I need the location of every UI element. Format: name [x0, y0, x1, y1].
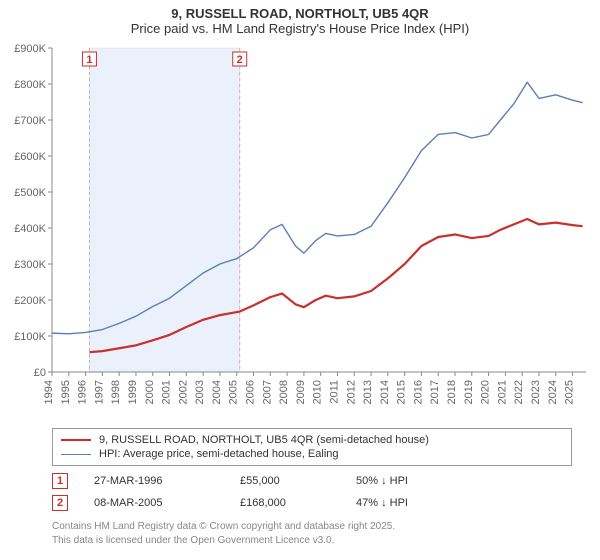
credits-line-1: Contains HM Land Registry data © Crown c… [52, 520, 592, 534]
chart-title-block: 9, RUSSELL ROAD, NORTHOLT, UB5 4QR Price… [8, 6, 592, 36]
svg-text:2002: 2002 [177, 380, 189, 404]
svg-text:2020: 2020 [480, 380, 492, 404]
title-line-2: Price paid vs. HM Land Registry's House … [8, 21, 592, 36]
svg-text:2010: 2010 [312, 380, 324, 404]
svg-text:2005: 2005 [228, 380, 240, 404]
event-table: 1 27-MAR-1996 £55,000 50% ↓ HPI 2 08-MAR… [52, 470, 592, 514]
svg-text:2012: 2012 [345, 380, 357, 404]
svg-text:1994: 1994 [43, 380, 55, 404]
event-badge: 1 [52, 473, 68, 489]
title-line-1: 9, RUSSELL ROAD, NORTHOLT, UB5 4QR [8, 6, 592, 21]
svg-text:£600K: £600K [14, 151, 46, 163]
legend: 9, RUSSELL ROAD, NORTHOLT, UB5 4QR (semi… [52, 428, 572, 466]
line-chart: 1 2 £0 £100K £200K £300K £400K £500K £600K £700K £… [8, 42, 592, 422]
svg-text:2019: 2019 [463, 380, 475, 404]
svg-text:2011: 2011 [328, 380, 340, 404]
svg-text:£800K: £800K [14, 79, 46, 91]
legend-swatch [61, 439, 91, 441]
svg-text:2016: 2016 [412, 380, 424, 404]
legend-item: 9, RUSSELL ROAD, NORTHOLT, UB5 4QR (semi… [61, 433, 563, 447]
svg-text:£200K: £200K [14, 295, 46, 307]
legend-label: HPI: Average price, semi-detached house,… [99, 448, 339, 460]
svg-text:2: 2 [237, 54, 243, 66]
svg-text:2023: 2023 [530, 380, 542, 404]
svg-text:2024: 2024 [547, 380, 559, 404]
legend-swatch [61, 454, 91, 455]
event-delta: 47% ↓ HPI [356, 497, 408, 509]
event-row: 2 08-MAR-2005 £168,000 47% ↓ HPI [52, 492, 592, 514]
svg-text:2021: 2021 [496, 380, 508, 404]
svg-text:1995: 1995 [60, 380, 72, 404]
svg-text:2003: 2003 [194, 380, 206, 404]
svg-text:2017: 2017 [429, 380, 441, 404]
svg-text:2007: 2007 [261, 380, 273, 404]
event-badge: 2 [52, 495, 68, 511]
svg-text:2022: 2022 [513, 380, 525, 404]
svg-text:2008: 2008 [278, 380, 290, 404]
credits: Contains HM Land Registry data © Crown c… [52, 520, 592, 547]
svg-text:1998: 1998 [110, 380, 122, 404]
svg-text:£900K: £900K [14, 43, 46, 55]
svg-text:2000: 2000 [144, 380, 156, 404]
event-price: £168,000 [240, 497, 330, 509]
svg-text:£0: £0 [34, 367, 46, 379]
event-price: £55,000 [240, 475, 330, 487]
chart-container: 1 2 £0 £100K £200K £300K £400K £500K £600K £700K £… [8, 42, 592, 422]
svg-text:1999: 1999 [127, 380, 139, 404]
svg-text:£700K: £700K [14, 115, 46, 127]
svg-text:1996: 1996 [77, 380, 89, 404]
svg-text:£400K: £400K [14, 223, 46, 235]
svg-text:£500K: £500K [14, 187, 46, 199]
svg-text:2006: 2006 [245, 380, 257, 404]
svg-text:2001: 2001 [161, 380, 173, 404]
svg-text:2018: 2018 [446, 380, 458, 404]
legend-label: 9, RUSSELL ROAD, NORTHOLT, UB5 4QR (semi… [99, 434, 429, 446]
svg-text:2025: 2025 [564, 380, 576, 404]
svg-text:1: 1 [86, 54, 92, 66]
event-date: 08-MAR-2005 [94, 497, 214, 509]
event-delta: 50% ↓ HPI [356, 475, 408, 487]
svg-text:2014: 2014 [379, 380, 391, 404]
svg-text:2009: 2009 [295, 380, 307, 404]
svg-text:2004: 2004 [211, 380, 223, 404]
legend-item: HPI: Average price, semi-detached house,… [61, 447, 563, 461]
svg-text:1997: 1997 [93, 380, 105, 404]
svg-text:2015: 2015 [396, 380, 408, 404]
svg-text:£300K: £300K [14, 259, 46, 271]
svg-text:£100K: £100K [14, 331, 46, 343]
event-row: 1 27-MAR-1996 £55,000 50% ↓ HPI [52, 470, 592, 492]
credits-line-2: This data is licensed under the Open Gov… [52, 534, 592, 548]
event-date: 27-MAR-1996 [94, 475, 214, 487]
svg-text:2013: 2013 [362, 380, 374, 404]
